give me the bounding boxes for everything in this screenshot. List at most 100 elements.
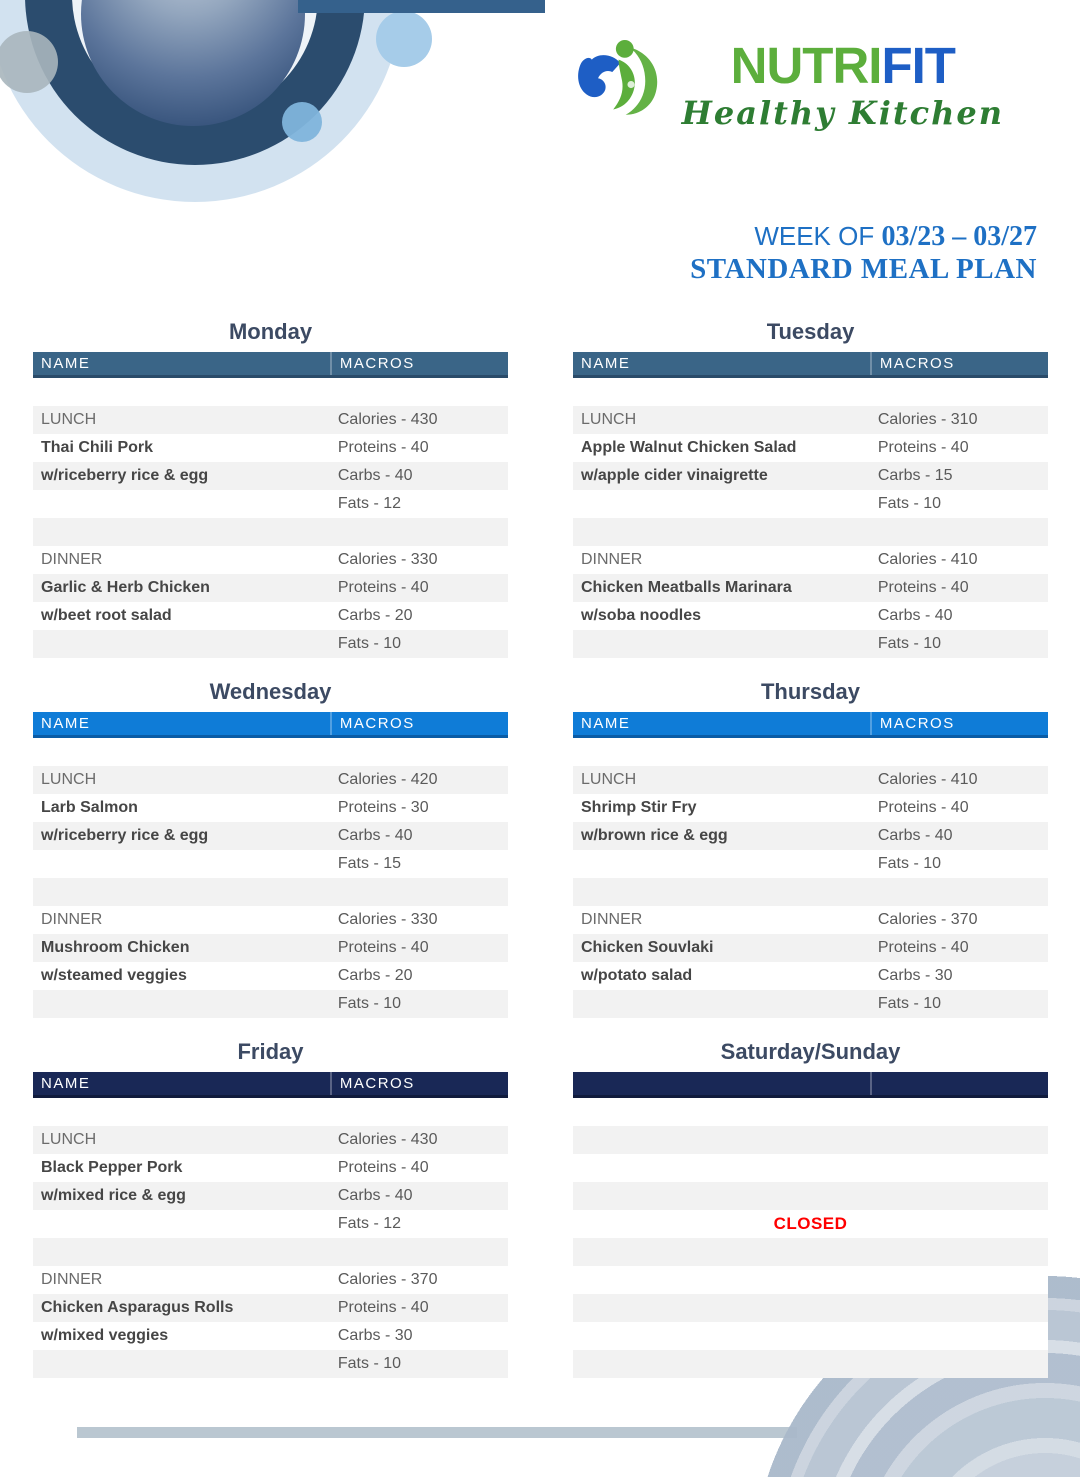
table-row: Mushroom Chicken Proteins - 40 (33, 934, 508, 962)
meal-table: CLOSED (573, 1098, 1048, 1378)
spacer-row (573, 518, 1048, 546)
macro-value: Carbs - 20 (337, 607, 413, 624)
week-of-label: WEEK OF (754, 221, 882, 251)
table-header-row: NAME MACROS (573, 352, 1048, 378)
table-row: DINNER Calories - 370 (573, 906, 1048, 934)
column-header-macros: MACROS (869, 352, 1048, 375)
macro-value: Fats - 12 (337, 495, 402, 512)
table-header-row: NAME MACROS (33, 1072, 508, 1098)
table-row: DINNER Calories - 330 (33, 546, 508, 574)
column-header-name: NAME (41, 1075, 91, 1092)
macro-value: Fats - 10 (877, 855, 942, 872)
table-row: w/soba noodles Carbs - 40 (573, 602, 1048, 630)
meal-side: w/riceberry rice & egg (41, 467, 209, 484)
macro-value: Carbs - 30 (337, 1327, 413, 1344)
day-title: Monday (228, 319, 313, 344)
meal-label: LUNCH (581, 771, 637, 788)
meal-name: Garlic & Herb Chicken (41, 579, 210, 596)
day-title: Tuesday (766, 319, 855, 344)
table-row: Chicken Asparagus Rolls Proteins - 40 (33, 1294, 508, 1322)
blue-dot-accent (282, 102, 322, 142)
macro-value: Calories - 370 (877, 911, 978, 928)
meal-side: w/beet root salad (41, 607, 172, 624)
table-row: w/mixed veggies Carbs - 30 (33, 1322, 508, 1350)
macro-value: Fats - 15 (337, 855, 402, 872)
day-title: Thursday (760, 679, 861, 704)
meal-label: LUNCH (41, 771, 97, 788)
table-row (573, 1182, 1048, 1210)
meal-name: Chicken Souvlaki (581, 939, 714, 956)
empty-column-header (869, 1072, 1048, 1095)
table-row: Fats - 10 (33, 630, 508, 658)
macro-value: Carbs - 15 (877, 467, 953, 484)
table-row: Fats - 10 (573, 850, 1048, 878)
spacer-row (33, 1238, 508, 1266)
table-row: Fats - 15 (33, 850, 508, 878)
meal-side: w/mixed rice & egg (41, 1187, 186, 1204)
meal-side: w/brown rice & egg (581, 827, 728, 844)
macro-value: Calories - 310 (877, 411, 978, 428)
day-section-wednesday: Wednesday NAME MACROS LUNCH Calories - 42… (33, 678, 508, 1018)
table-row: Fats - 10 (573, 490, 1048, 518)
meal-plan-grid: Monday NAME MACROS LUNCH Calories - 430 T… (33, 318, 1048, 1378)
macro-value: Calories - 370 (337, 1271, 438, 1288)
table-row: w/beet root salad Carbs - 20 (33, 602, 508, 630)
table-row: LUNCH Calories - 430 (33, 1126, 508, 1154)
table-row: Garlic & Herb Chicken Proteins - 40 (33, 574, 508, 602)
table-row (573, 1294, 1048, 1322)
navy-top-bar (298, 0, 545, 13)
column-header-name: NAME (581, 715, 631, 732)
table-row: w/mixed rice & egg Carbs - 40 (33, 1182, 508, 1210)
macro-value: Carbs - 40 (877, 607, 953, 624)
table-row (33, 738, 508, 766)
column-header-macros: MACROS (329, 352, 508, 375)
macro-value: Carbs - 40 (337, 827, 413, 844)
meal-name: Larb Salmon (41, 799, 138, 816)
table-row: Thai Chili Pork Proteins - 40 (33, 434, 508, 462)
table-row: w/brown rice & egg Carbs - 40 (573, 822, 1048, 850)
column-header-name: NAME (581, 355, 631, 372)
week-of-line: WEEK OF 03/23 – 03/27 (690, 220, 1037, 253)
table-row: w/apple cider vinaigrette Carbs - 15 (573, 462, 1048, 490)
meal-name: Shrimp Stir Fry (581, 799, 697, 816)
meal-label: LUNCH (41, 1131, 97, 1148)
table-row: Shrimp Stir Fry Proteins - 40 (573, 794, 1048, 822)
brand-name-nutri: NUTRI (730, 37, 883, 94)
macro-value: Fats - 12 (337, 1215, 402, 1232)
meal-label: DINNER (41, 911, 103, 928)
brand-tagline: Healthy Kitchen (681, 94, 1004, 132)
gray-dot-accent (0, 31, 58, 93)
day-title: Saturday/Sunday (720, 1039, 901, 1064)
day-section-friday: Friday NAME MACROS LUNCH Calories - 430 B… (33, 1038, 508, 1378)
table-row: Fats - 12 (33, 490, 508, 518)
macro-value: Proteins - 40 (877, 799, 969, 816)
table-row: DINNER Calories - 330 (33, 906, 508, 934)
table-row (33, 1098, 508, 1126)
closed-row: CLOSED (573, 1210, 1048, 1238)
table-row: Larb Salmon Proteins - 30 (33, 794, 508, 822)
macro-value: Carbs - 40 (337, 1187, 413, 1204)
table-row (573, 738, 1048, 766)
table-row: Fats - 10 (33, 1350, 508, 1378)
macro-value: Carbs - 30 (877, 967, 953, 984)
macro-value: Fats - 10 (877, 635, 942, 652)
macro-value: Carbs - 40 (337, 467, 413, 484)
brand-name-fit: FIT (881, 37, 955, 94)
column-header-name: NAME (41, 715, 91, 732)
day-section-saturday-sunday: Saturday/Sunday CLOSED (573, 1038, 1048, 1378)
macro-value: Calories - 410 (877, 551, 978, 568)
macro-value: Proteins - 40 (337, 939, 429, 956)
table-row: LUNCH Calories - 310 (573, 406, 1048, 434)
macro-value: Fats - 10 (337, 995, 402, 1012)
day-section-monday: Monday NAME MACROS LUNCH Calories - 430 T… (33, 318, 508, 658)
meal-side: w/soba noodles (581, 607, 702, 624)
table-row: w/steamed veggies Carbs - 20 (33, 962, 508, 990)
meal-side: w/steamed veggies (41, 967, 187, 984)
meal-label: LUNCH (41, 411, 97, 428)
macro-value: Proteins - 40 (877, 939, 969, 956)
brand-name: NUTRIFIT (730, 37, 956, 94)
macro-value: Carbs - 40 (877, 827, 953, 844)
meal-name: Chicken Asparagus Rolls (41, 1299, 234, 1316)
table-row (573, 378, 1048, 406)
